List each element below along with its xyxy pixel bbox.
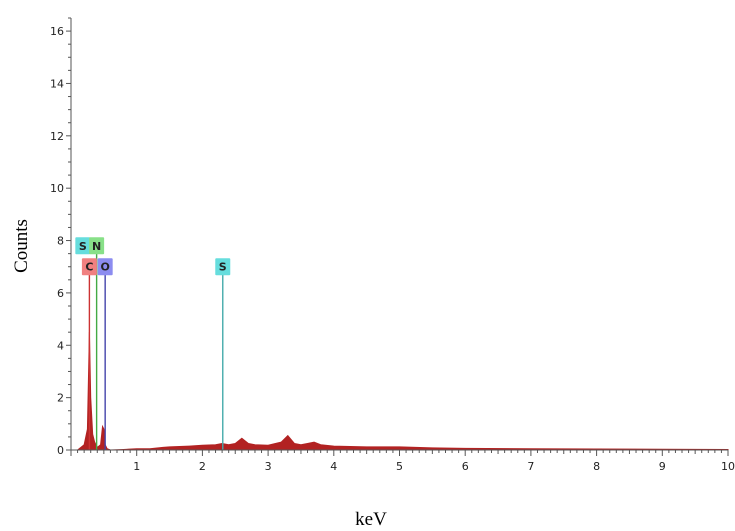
x-axis-title: keV bbox=[355, 509, 387, 530]
peak-label-o: O bbox=[97, 258, 113, 276]
plot-area bbox=[71, 253, 729, 451]
spectrum-series bbox=[71, 332, 729, 451]
peak-label-text: S bbox=[79, 240, 87, 253]
peak-label-c: C bbox=[81, 258, 97, 276]
x-tick-label: 8 bbox=[593, 460, 600, 473]
y-axis-title: Counts bbox=[11, 219, 32, 273]
x-tick-label: 9 bbox=[659, 460, 666, 473]
y-tick-label: 4 bbox=[57, 339, 64, 352]
x-tick-label: 10 bbox=[721, 460, 735, 473]
x-tick-label: 1 bbox=[133, 460, 140, 473]
x-tick-label: 3 bbox=[265, 460, 272, 473]
x-tick-label: 5 bbox=[396, 460, 403, 473]
y-tick-label: 10 bbox=[50, 182, 64, 195]
y-tick-label: 8 bbox=[57, 235, 64, 248]
peak-label-text: O bbox=[100, 261, 109, 274]
y-tick-label: 0 bbox=[57, 444, 64, 457]
peak-label-box bbox=[81, 258, 97, 276]
axes bbox=[70, 18, 728, 451]
peak-label-box bbox=[75, 237, 91, 255]
peak-label-text: S bbox=[219, 261, 227, 274]
peak-label-box bbox=[215, 258, 231, 276]
y-tick-label: 2 bbox=[57, 392, 64, 405]
peak-label-text: N bbox=[92, 240, 101, 253]
y-tick-label: 14 bbox=[50, 77, 64, 90]
peak-label-box bbox=[97, 258, 113, 276]
x-tick-label: 7 bbox=[527, 460, 534, 473]
peak-label-box bbox=[89, 237, 105, 255]
peak-label-s: S bbox=[215, 258, 231, 276]
peak-label-s: S bbox=[75, 237, 91, 255]
x-tick-label: 6 bbox=[462, 460, 469, 473]
x-tick-label: 2 bbox=[199, 460, 206, 473]
y-tick-label: 12 bbox=[50, 130, 64, 143]
x-tick-label: 4 bbox=[330, 460, 337, 473]
peak-labels: S NC O S bbox=[75, 237, 231, 276]
y-tick-label: 6 bbox=[57, 287, 64, 300]
peak-label-n: N bbox=[89, 237, 105, 255]
peak-label-text: C bbox=[85, 261, 93, 274]
y-tick-label: 16 bbox=[50, 25, 64, 38]
